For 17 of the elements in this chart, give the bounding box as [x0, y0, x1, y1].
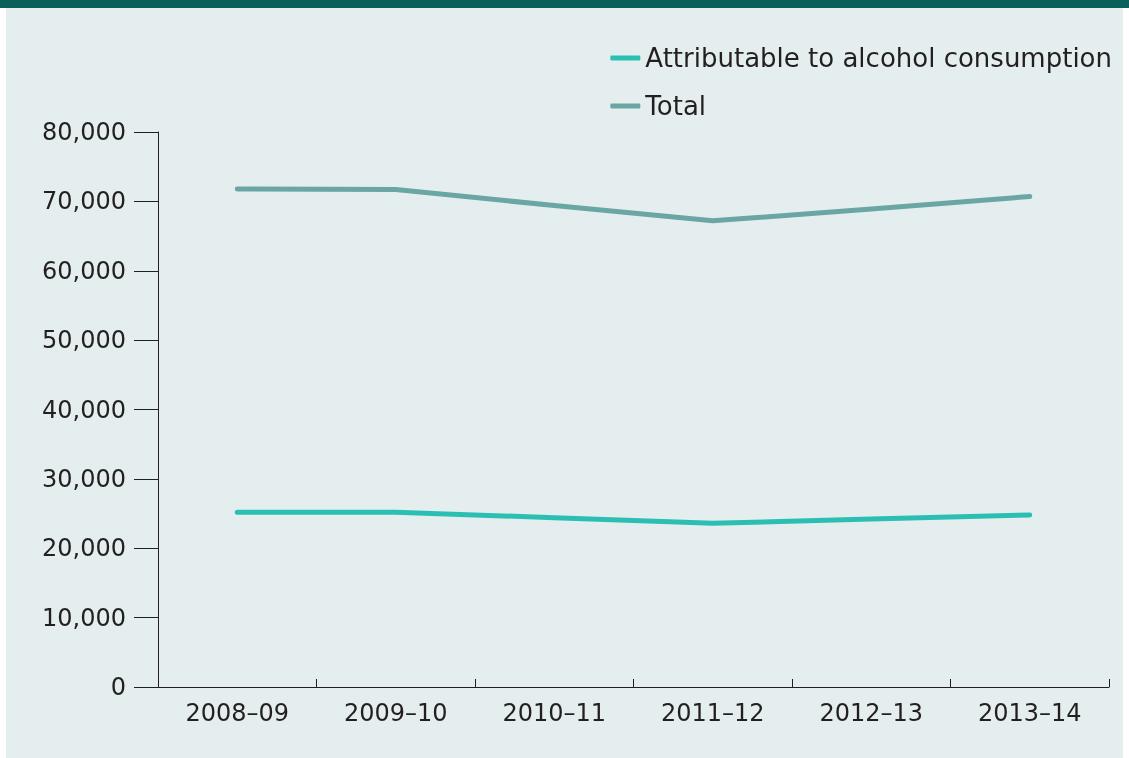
y-tick-label: 60,000 — [42, 256, 126, 285]
x-tick-label: 2012–13 — [819, 699, 924, 727]
y-tick-label: 0 — [110, 673, 126, 701]
x-tick-label: 2011–12 — [660, 699, 765, 727]
x-tick-label: 2009–10 — [343, 699, 448, 727]
y-tick-label: 40,000 — [42, 395, 126, 424]
y-tick-label: 30,000 — [42, 464, 126, 493]
y-tick-label: 20,000 — [42, 534, 126, 563]
y-tick-label: 50,000 — [42, 326, 126, 355]
legend-label: Total — [644, 91, 707, 121]
y-tick-label: 80,000 — [42, 118, 126, 146]
y-tick-label: 10,000 — [42, 603, 126, 632]
legend-label: Attributable to alcohol consumption — [645, 43, 1112, 73]
x-tick-label: 2008–09 — [185, 699, 290, 727]
x-tick-label: 2013–14 — [977, 699, 1082, 727]
y-tick-label: 70,000 — [42, 187, 126, 216]
x-tick-label: 2010–11 — [502, 699, 607, 727]
